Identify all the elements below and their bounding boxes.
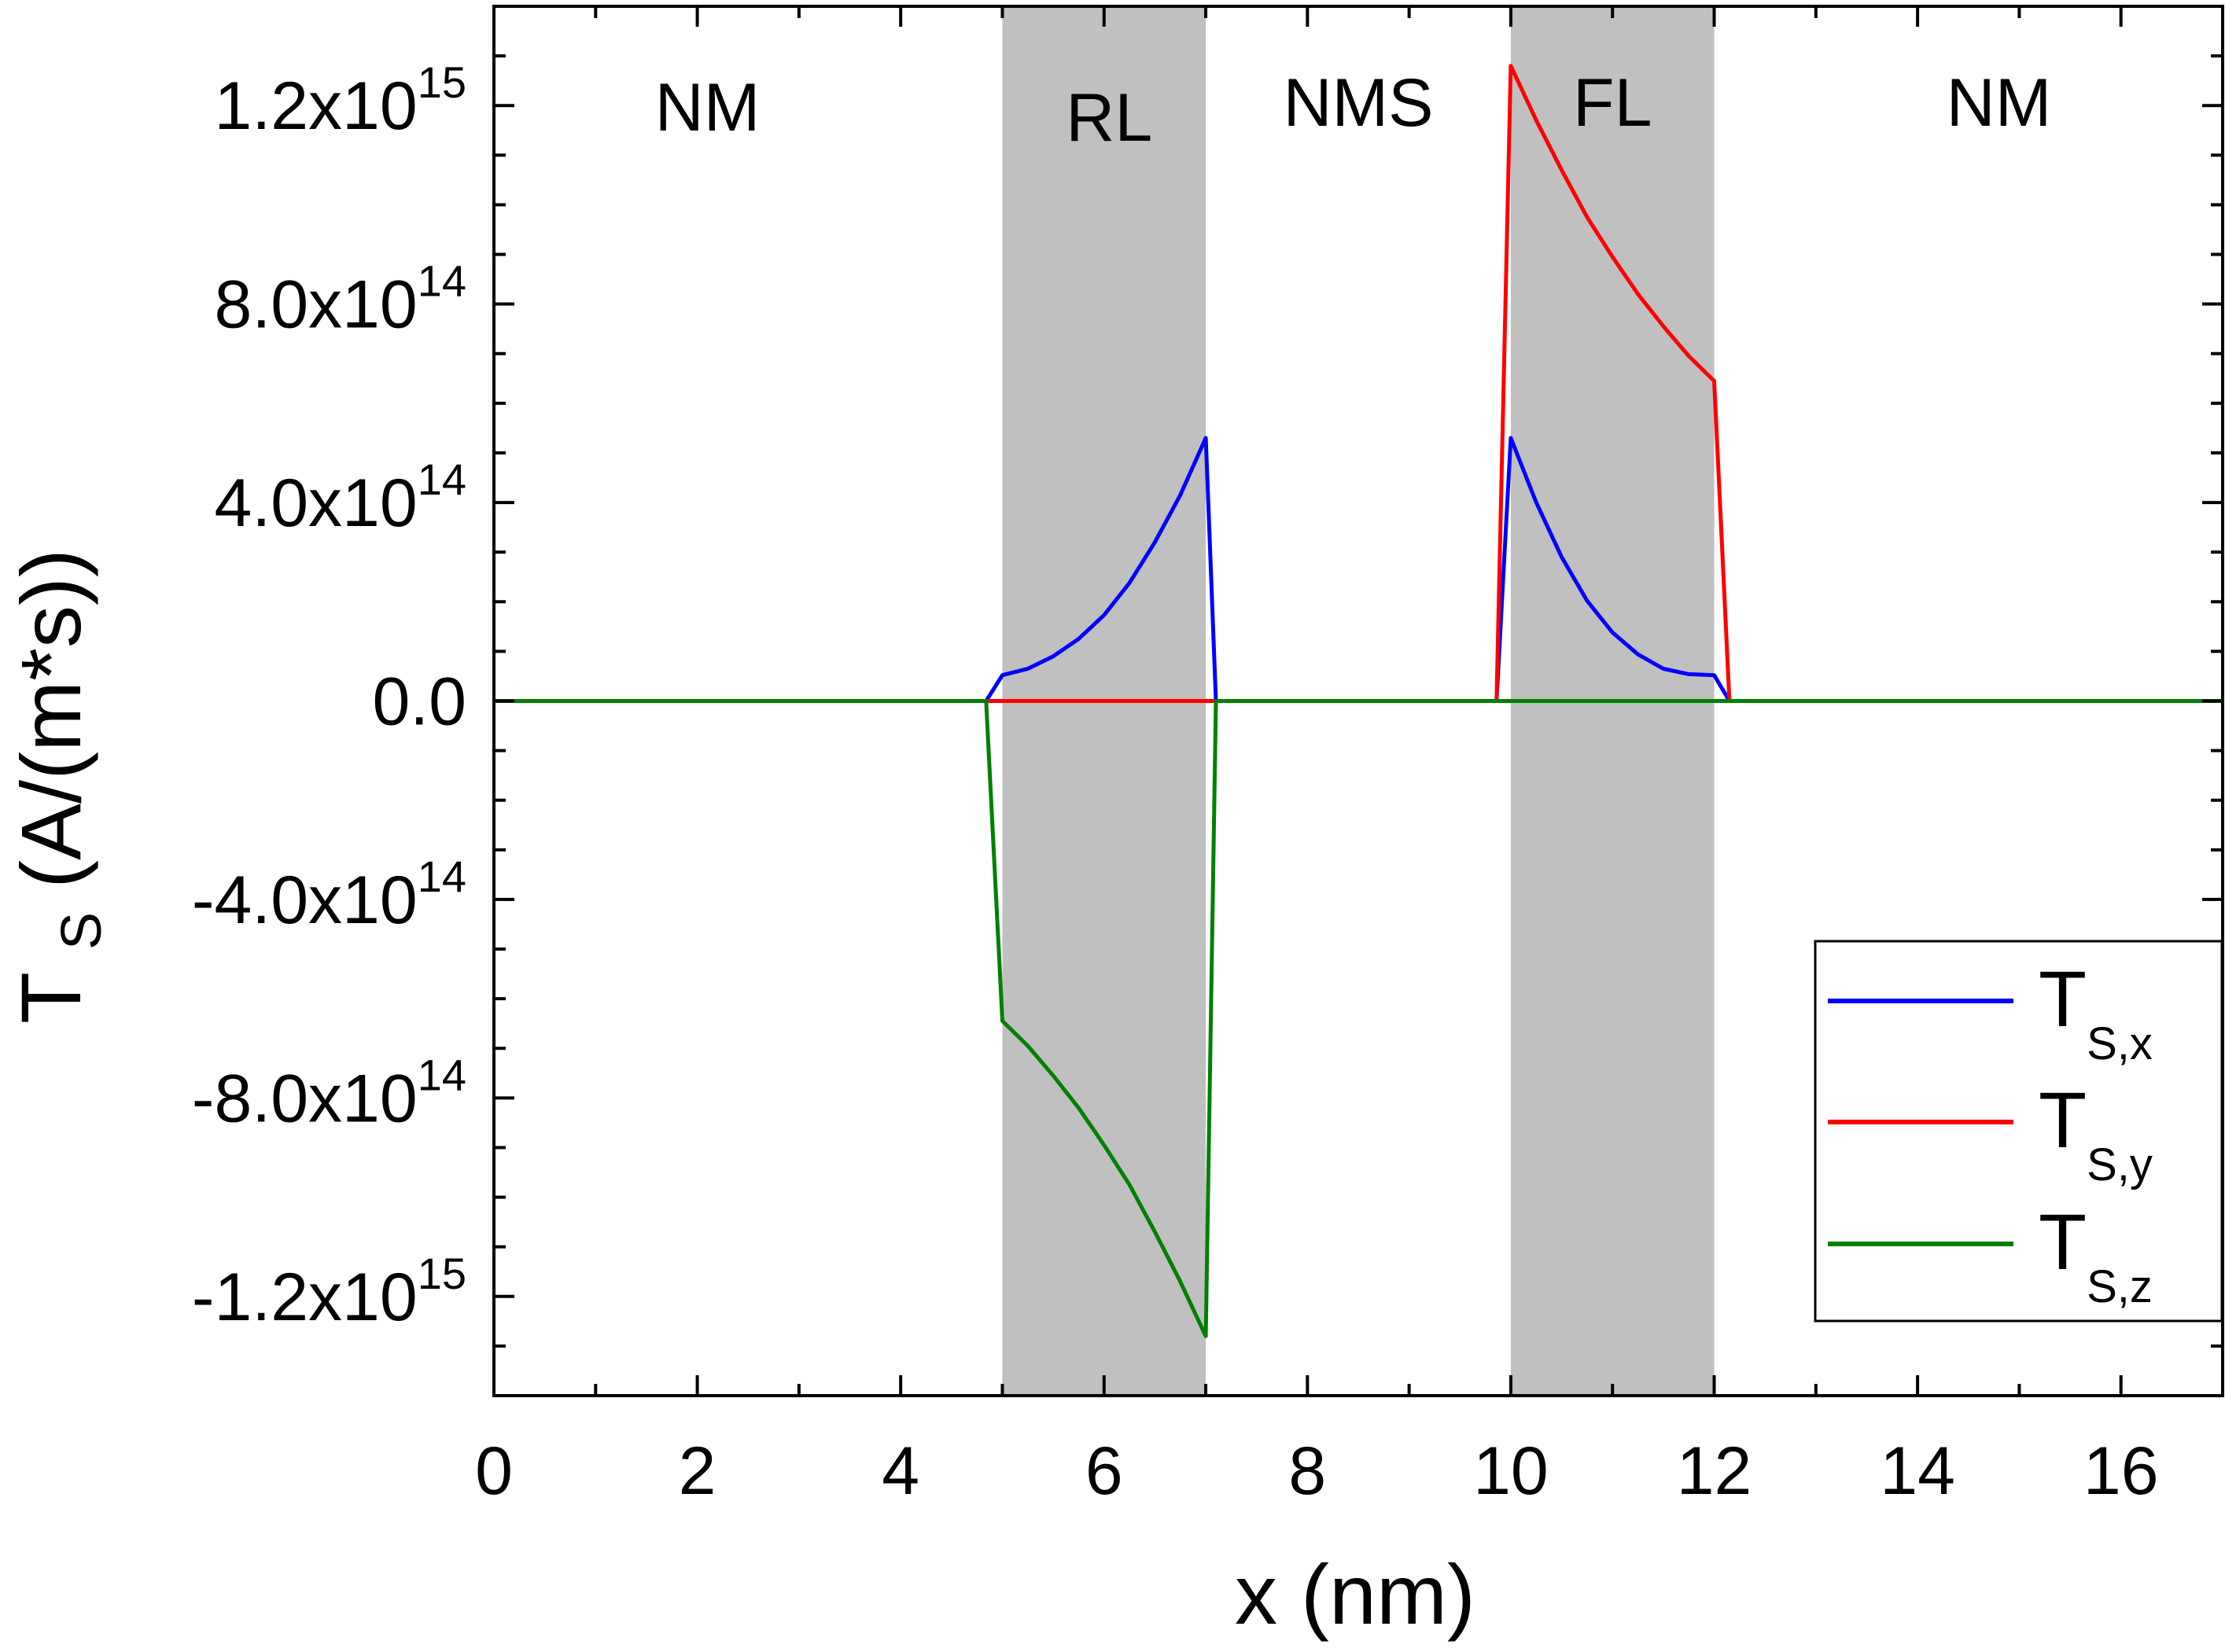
region-label: RL xyxy=(1066,80,1152,156)
y-tick-label: -8.0x1014 xyxy=(192,1050,466,1136)
y-tick-label: 4.0x1014 xyxy=(214,454,466,541)
y-tick-label: 8.0x1014 xyxy=(214,256,466,343)
series-lines xyxy=(494,64,2223,1338)
x-tick-label: 14 xyxy=(1880,1433,1955,1509)
region-label: NM xyxy=(1947,65,2052,141)
region-label: FL xyxy=(1573,65,1652,141)
x-tick-label: 4 xyxy=(882,1433,919,1509)
y-tick-label: -1.2x1015 xyxy=(192,1249,466,1335)
x-axis-ticks xyxy=(492,6,2224,1396)
x-tick-labels: 0 2 4 6 8 10 12 14 16 xyxy=(475,1433,2158,1509)
y-tick-label: 1.2x1015 xyxy=(214,57,466,144)
x-tick-label: 6 xyxy=(1085,1433,1123,1509)
legend-label: TS,y xyxy=(2039,1076,2153,1190)
y-axis-label-sub: S xyxy=(50,912,113,950)
x-tick-label: 0 xyxy=(475,1433,513,1509)
region-labels: NM RL NMS FL NM xyxy=(655,65,2052,156)
legend: TS,xTS,yTS,z xyxy=(1814,940,2223,1323)
y-axis-label-rest: (A/(m*s)) xyxy=(3,549,98,889)
x-tick-label: 2 xyxy=(679,1433,716,1509)
svg-text:T S (A/(m*s)): T S (A/(m*s)) xyxy=(3,549,119,1024)
legend-label: TS,z xyxy=(2039,1198,2153,1312)
region-label: NM xyxy=(655,70,761,145)
legend-label: TS,x xyxy=(2039,955,2153,1069)
series-line-s-y xyxy=(494,64,2223,703)
x-tick-label: 12 xyxy=(1677,1433,1752,1509)
y-tick-label: -4.0x1014 xyxy=(192,852,466,938)
x-tick-label: 16 xyxy=(2083,1433,2159,1509)
y-axis-label-main: T xyxy=(3,973,98,1024)
y-tick-label: 0.0 xyxy=(372,664,466,740)
y-tick-labels: 1.2x1015 8.0x1014 4.0x1014 0.0 -4.0x1014 -8.0… xyxy=(192,57,466,1335)
x-tick-label: 8 xyxy=(1288,1433,1326,1509)
x-axis-label: x (nm) xyxy=(1235,1547,1475,1642)
y-axis-label: T S (A/(m*s)) xyxy=(3,549,119,1024)
series-line-s-z xyxy=(494,699,2223,1338)
legend-box xyxy=(1814,940,2223,1323)
x-tick-label: 10 xyxy=(1473,1433,1549,1509)
region-label: NMS xyxy=(1283,65,1433,141)
